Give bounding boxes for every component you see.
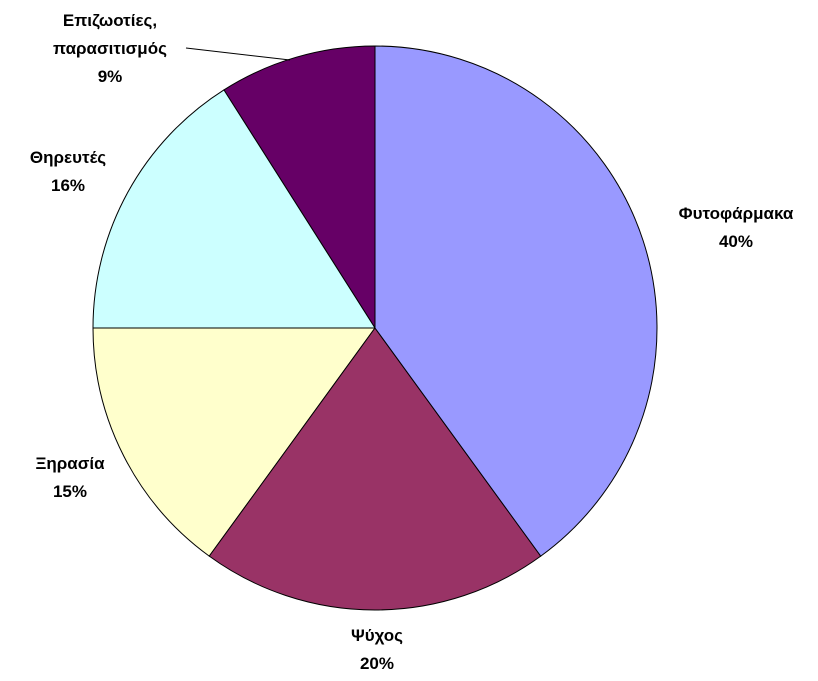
- pie-slice: [208, 327, 542, 611]
- slice-label: Θηρευτές 16%: [30, 144, 106, 200]
- slice-label: Επιζωοτίες, παρασιτισμός 9%: [45, 7, 175, 91]
- slice-name: Φυτοφάρμακα: [678, 204, 794, 223]
- leader-line: [185, 47, 291, 61]
- pie-slice: [374, 45, 658, 557]
- slice-value: 16%: [50, 176, 86, 195]
- slice-label: Ξηρασία 15%: [35, 450, 104, 506]
- slice-name: Ξηρασία: [35, 454, 105, 473]
- pie-slice: [92, 89, 376, 329]
- slice-name: Επιζωοτίες, παρασιτισμός: [53, 11, 167, 58]
- slice-value: 9%: [97, 67, 123, 86]
- pie-slice: [223, 45, 376, 330]
- slice-label: Ψύχος 20%: [351, 622, 403, 678]
- slice-name: Θηρευτές: [29, 148, 107, 167]
- pie-slice: [92, 327, 376, 557]
- slice-value: 20%: [359, 654, 395, 673]
- slice-label: Φυτοφάρμακα 40%: [679, 200, 794, 256]
- slice-value: 15%: [52, 482, 88, 501]
- slice-name: Ψύχος: [350, 626, 404, 645]
- slice-value: 40%: [718, 232, 754, 251]
